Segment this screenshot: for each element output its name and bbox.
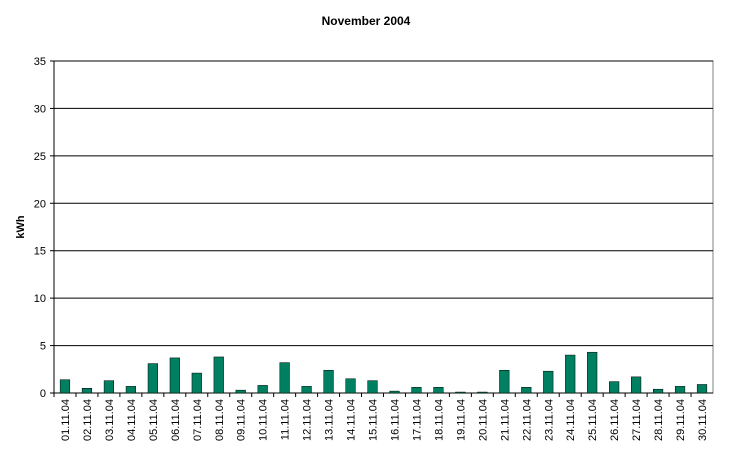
x-tick-label: 12.11.04	[302, 399, 314, 441]
y-tick-label: 15	[34, 246, 46, 258]
x-tick-label: 21.11.04	[499, 399, 511, 441]
chart-title: November 2004	[322, 14, 411, 28]
x-tick-label: 14.11.04	[346, 399, 358, 441]
bar	[323, 369, 334, 394]
bar	[191, 372, 202, 394]
x-tick-label: 25.11.04	[587, 399, 599, 441]
bar	[389, 390, 400, 394]
bar	[499, 369, 510, 394]
bar	[653, 388, 664, 394]
x-tick-label: 13.11.04	[324, 399, 336, 441]
x-tick-label: 09.11.04	[236, 399, 248, 441]
x-tick-label: 19.11.04	[455, 399, 467, 441]
x-tick-label: 27.11.04	[631, 399, 643, 441]
bar	[59, 379, 71, 394]
x-tick-label: 22.11.04	[521, 399, 533, 441]
bar	[125, 386, 136, 394]
x-tick-label: 26.11.04	[609, 399, 621, 441]
bar	[301, 386, 312, 394]
x-tick-label: 16.11.04	[389, 399, 401, 441]
x-tick-label: 04.11.04	[126, 399, 138, 441]
bar	[587, 351, 598, 394]
bar	[543, 370, 554, 394]
x-tick-label: 30.11.04	[697, 399, 709, 441]
bar	[213, 356, 224, 394]
x-tick-label: 08.11.04	[214, 399, 226, 441]
x-tick-label: 11.11.04	[280, 399, 292, 440]
x-tick-label: 03.11.04	[104, 399, 116, 441]
bar	[609, 381, 620, 394]
x-tick-label: 28.11.04	[653, 399, 665, 441]
bar	[147, 363, 158, 394]
x-tick-label: 10.11.04	[258, 399, 270, 441]
bar	[235, 389, 246, 394]
bar	[696, 384, 708, 394]
y-tick-label: 20	[34, 198, 46, 210]
bar	[433, 387, 444, 394]
x-tick-label: 01.11.04	[60, 399, 72, 441]
x-tick-label: 24.11.04	[565, 399, 577, 441]
bar	[455, 391, 466, 394]
bar	[103, 380, 114, 394]
x-tick-label: 18.11.04	[433, 399, 445, 441]
bar	[345, 378, 356, 394]
bar	[367, 380, 378, 394]
y-tick-label: 35	[34, 56, 46, 68]
plot-area	[53, 60, 714, 394]
x-tick-label: 05.11.04	[148, 399, 160, 441]
x-tick-label: 20.11.04	[477, 399, 489, 441]
x-tick-label: 02.11.04	[82, 399, 94, 441]
bar	[674, 386, 686, 394]
y-tick-label: 5	[40, 341, 46, 353]
x-tick-label: 06.11.04	[170, 399, 182, 441]
y-tick-label: 10	[34, 293, 46, 305]
x-tick-label: 07.11.04	[192, 399, 204, 441]
bar	[477, 391, 488, 394]
bar	[631, 376, 642, 394]
x-tick-label: 15.11.04	[368, 399, 380, 441]
y-tick-label: 25	[34, 151, 46, 163]
x-tick-label: 29.11.04	[675, 399, 687, 441]
bar	[81, 388, 93, 394]
bar	[257, 385, 268, 394]
bar	[521, 387, 532, 394]
x-tick-label: 23.11.04	[543, 399, 555, 441]
bar	[411, 387, 422, 394]
y-axis-label: kWh	[15, 215, 27, 239]
y-tick-label: 0	[40, 388, 46, 400]
bar	[169, 357, 180, 394]
bar	[279, 362, 290, 394]
y-tick-label: 30	[34, 103, 46, 115]
bar	[565, 354, 576, 394]
x-tick-label: 17.11.04	[411, 399, 423, 441]
